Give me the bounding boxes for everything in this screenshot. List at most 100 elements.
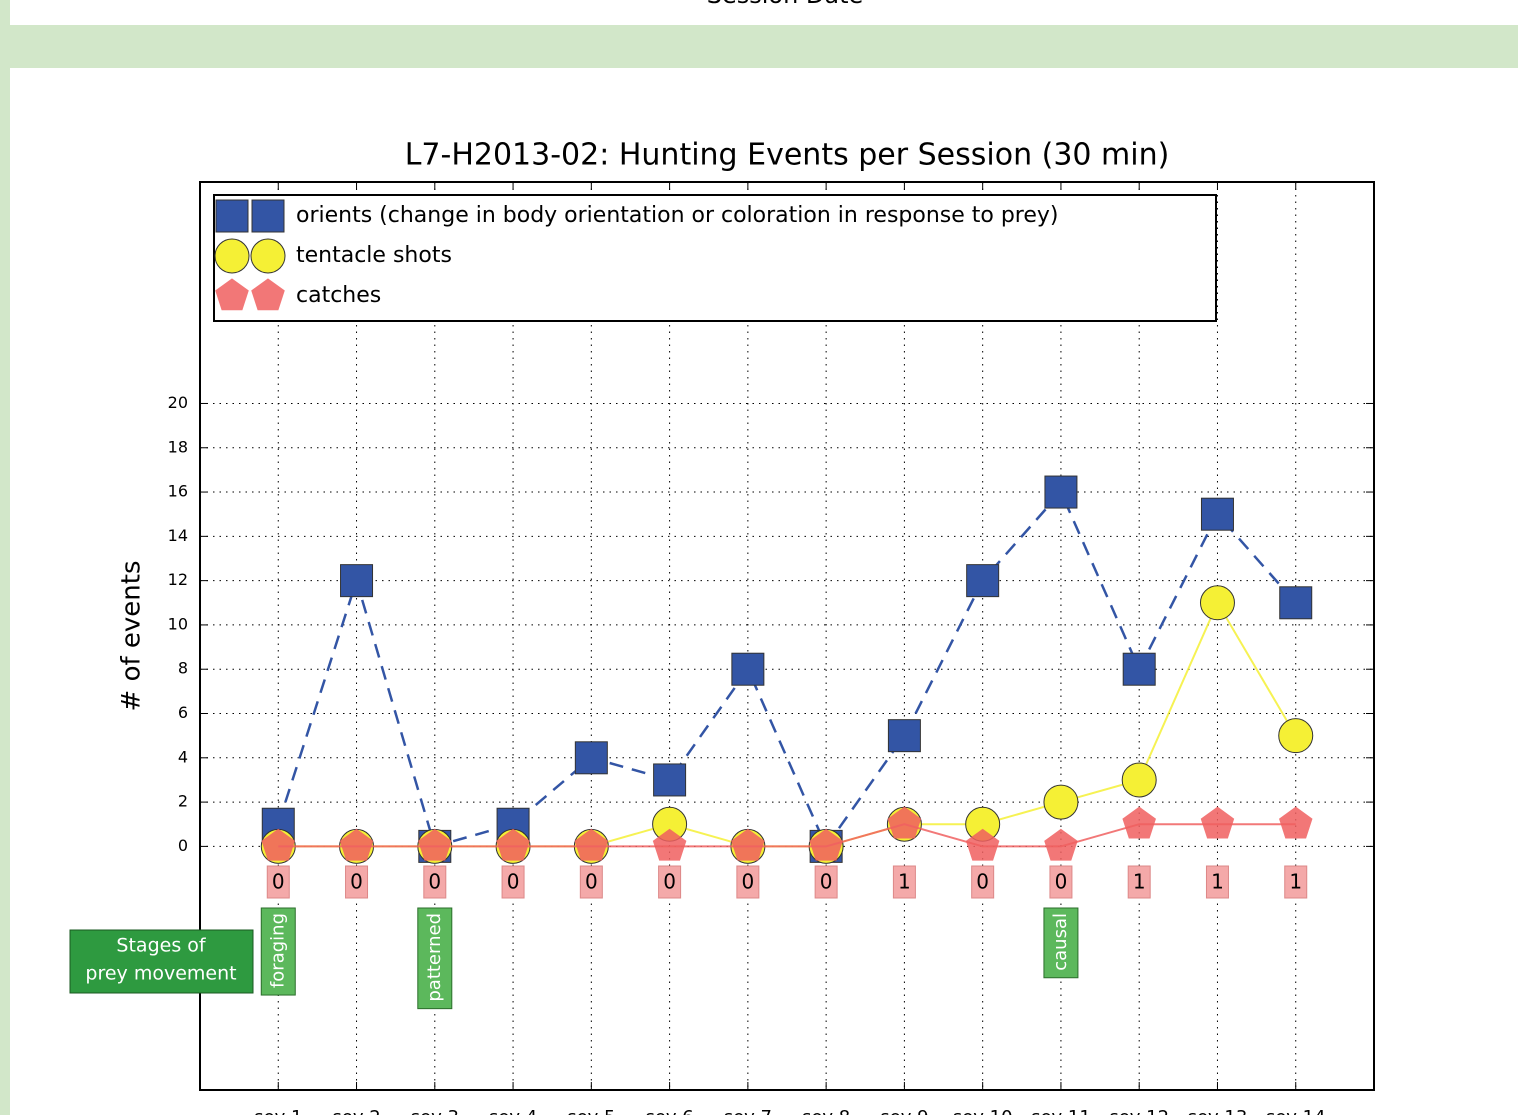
value-label: 0 bbox=[585, 870, 598, 894]
x-tick-label: sev 9 bbox=[880, 1107, 928, 1115]
x-tick-label: sev 5 bbox=[567, 1107, 615, 1115]
left-border bbox=[0, 0, 10, 1115]
y-axis-label: # of events bbox=[117, 561, 147, 712]
marker-square bbox=[215, 199, 249, 233]
stage-box bbox=[1043, 907, 1079, 979]
stage-label: causal bbox=[1050, 913, 1071, 971]
y-tick-label: 16 bbox=[168, 482, 188, 501]
marker-pentagon bbox=[251, 278, 285, 311]
marker-pentagon bbox=[261, 828, 295, 861]
marker-pentagon bbox=[1200, 806, 1235, 839]
marker-pentagon bbox=[887, 806, 922, 839]
marker-pentagon bbox=[1279, 806, 1313, 839]
value-label: 0 bbox=[820, 870, 833, 894]
value-label: 0 bbox=[428, 870, 441, 894]
previous-axis-label: Session Date bbox=[707, 0, 864, 9]
marker-circle bbox=[1199, 585, 1235, 621]
value-label-box bbox=[1127, 865, 1151, 899]
value-label: 0 bbox=[1055, 870, 1068, 894]
y-tick-label: 14 bbox=[168, 526, 188, 545]
stage-box bbox=[417, 907, 453, 1010]
marker-circle bbox=[1043, 784, 1079, 820]
chart: L7-H2013-02: Hunting Events per Session … bbox=[117, 138, 1170, 712]
marker-square bbox=[1044, 475, 1078, 509]
y-tick-label: 0 bbox=[178, 836, 188, 855]
x-tick-label: sev 7 bbox=[724, 1107, 772, 1115]
y-tick-label: 12 bbox=[168, 570, 188, 589]
marker-square bbox=[1122, 652, 1156, 686]
value-label: 1 bbox=[1211, 870, 1224, 894]
marker-pentagon bbox=[574, 828, 609, 861]
legend-box bbox=[213, 194, 1217, 322]
value-label-box bbox=[658, 865, 682, 899]
x-tick-label: sev 6 bbox=[645, 1107, 693, 1115]
value-label-box bbox=[971, 865, 995, 899]
y-tick-label: 8 bbox=[178, 659, 188, 678]
chart-title: L7-H2013-02: Hunting Events per Session … bbox=[405, 138, 1170, 173]
value-label-box bbox=[1284, 865, 1308, 899]
marker-square bbox=[251, 199, 285, 233]
legend-label: catches bbox=[296, 283, 381, 308]
marker-pentagon bbox=[339, 828, 374, 861]
legend-label: orients (change in body orientation or c… bbox=[296, 203, 1059, 228]
value-label: 0 bbox=[507, 870, 520, 894]
marker-square bbox=[1279, 586, 1313, 620]
value-label-box bbox=[345, 865, 369, 899]
value-label: 0 bbox=[350, 870, 363, 894]
y-tick-label: 10 bbox=[168, 614, 188, 633]
y-tick-label: 4 bbox=[178, 747, 188, 766]
legend-label: tentacle shots bbox=[296, 243, 452, 268]
stage-box bbox=[260, 907, 296, 996]
stage-label: patterned bbox=[424, 913, 445, 1002]
x-tick-label: sev 4 bbox=[489, 1107, 537, 1115]
value-label-box bbox=[1049, 865, 1073, 899]
marker-circle bbox=[1121, 762, 1157, 798]
x-tick-label: sev 3 bbox=[411, 1107, 459, 1115]
value-label-box bbox=[423, 865, 447, 899]
marker-square bbox=[1200, 497, 1234, 531]
x-tick-label: sev 10 bbox=[953, 1107, 1013, 1115]
value-label: 1 bbox=[1289, 870, 1302, 894]
value-label: 0 bbox=[741, 870, 754, 894]
value-label: 0 bbox=[272, 870, 285, 894]
value-label-box bbox=[814, 865, 838, 899]
marker-circle bbox=[250, 238, 286, 274]
value-label: 0 bbox=[976, 870, 989, 894]
plot-frame bbox=[199, 181, 1375, 1091]
marker-circle bbox=[1278, 718, 1314, 754]
stages-legend-box bbox=[69, 929, 254, 994]
value-label-box bbox=[579, 865, 603, 899]
value-label: 1 bbox=[898, 870, 911, 894]
marker-square bbox=[887, 719, 921, 753]
stage-label: foraging bbox=[267, 913, 288, 988]
marker-pentagon bbox=[1122, 806, 1156, 839]
marker-pentagon bbox=[215, 278, 249, 311]
marker-square bbox=[340, 564, 374, 598]
x-tick-label: sev 8 bbox=[802, 1107, 850, 1115]
marker-circle bbox=[214, 238, 250, 274]
marker-square bbox=[574, 741, 608, 775]
x-tick-label: sev 13 bbox=[1188, 1107, 1248, 1115]
x-tick-label: sev 1 bbox=[254, 1107, 302, 1115]
marker-square bbox=[731, 652, 765, 686]
x-tick-label: sev 14 bbox=[1266, 1107, 1326, 1115]
x-tick-label: sev 2 bbox=[332, 1107, 380, 1115]
marker-pentagon bbox=[418, 828, 452, 861]
marker-pentagon bbox=[809, 828, 843, 861]
x-tick-label: sev 12 bbox=[1109, 1107, 1169, 1115]
stages-legend-text: Stages of bbox=[116, 935, 206, 957]
marker-pentagon bbox=[496, 828, 530, 861]
value-label: 1 bbox=[1133, 870, 1146, 894]
value-label-box bbox=[501, 865, 525, 899]
marker-square bbox=[653, 763, 687, 797]
separator-band bbox=[0, 25, 1518, 68]
value-label: 0 bbox=[663, 870, 676, 894]
marker-pentagon bbox=[1044, 828, 1078, 861]
marker-pentagon bbox=[652, 828, 687, 861]
value-label-box bbox=[736, 865, 760, 899]
value-label-box bbox=[892, 865, 916, 899]
stages-legend-text: prey movement bbox=[85, 963, 236, 985]
marker-pentagon bbox=[731, 828, 765, 861]
